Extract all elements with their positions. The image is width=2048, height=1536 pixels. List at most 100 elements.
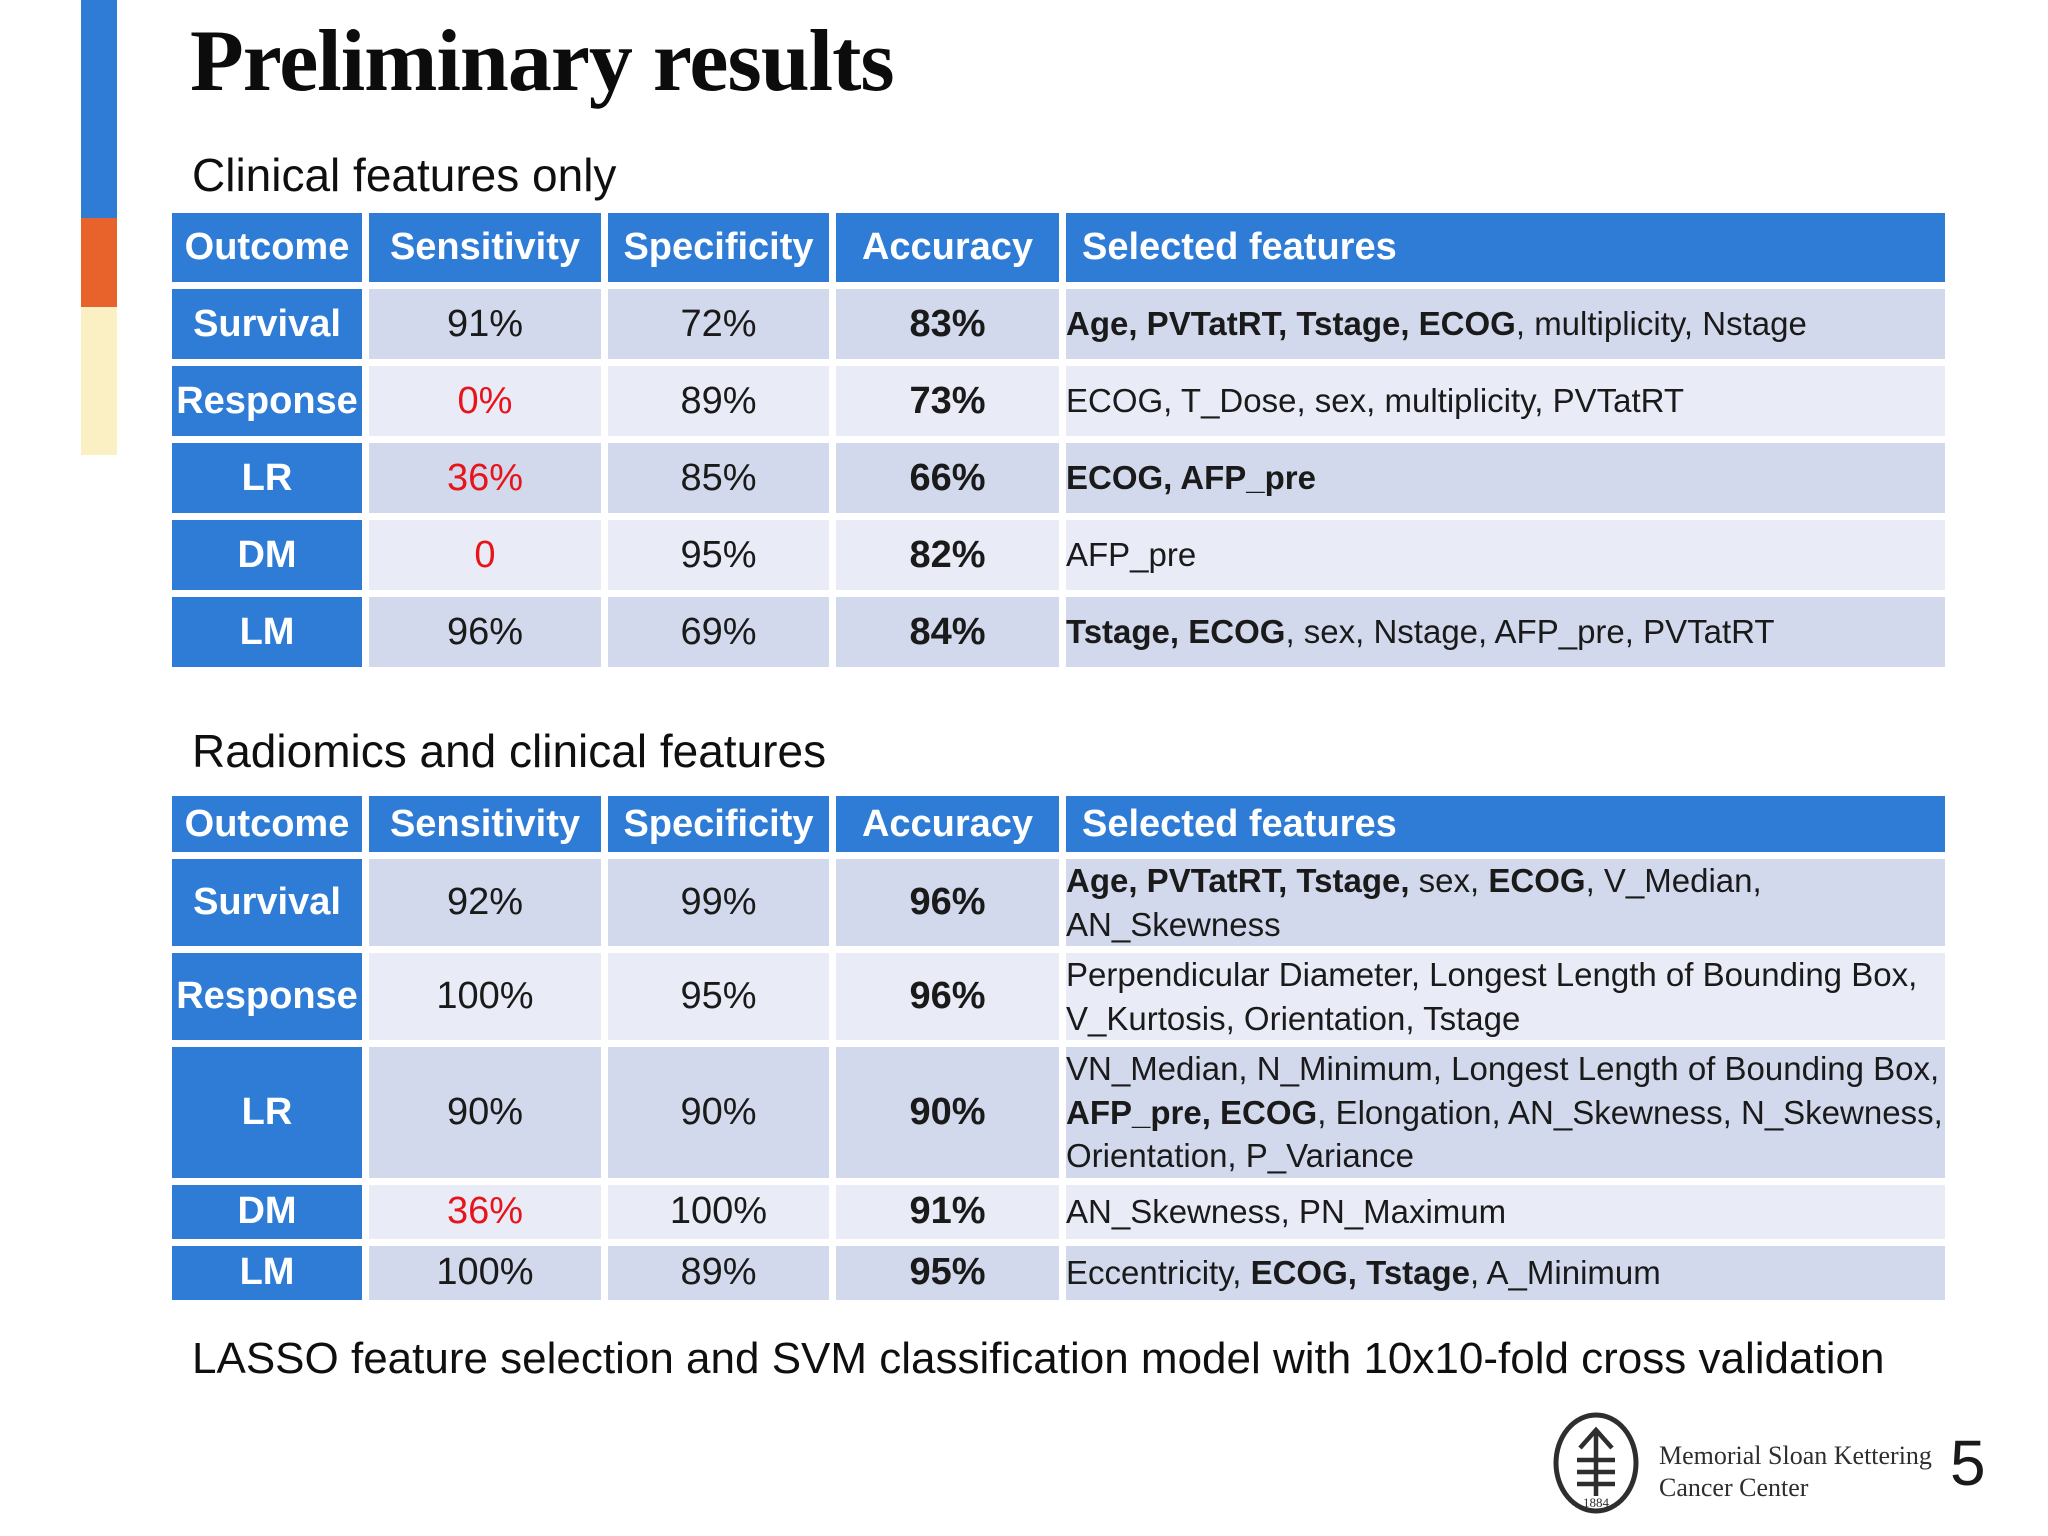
feature-segment: , multiplicity, Nstage — [1515, 305, 1807, 343]
column-header-sensitivity: Sensitivity — [369, 213, 601, 282]
clinical-features-table: Outcome Sensitivity Specificity Accuracy Sel… — [165, 206, 1952, 674]
feature-segment-bold: ECOG, AFP_pre — [1066, 459, 1316, 497]
table-row-survival: Survival 91% 72% 83% Age, PVTatRT, Tstage, E… — [172, 289, 1945, 359]
features-cell: AFP_pre — [1066, 520, 1945, 590]
feature-segment: Perpendicular Diameter, Longest Length o… — [1066, 956, 1918, 1037]
sensitivity-cell: 100% — [369, 1245, 601, 1300]
features-cell: Age, PVTatRT, Tstage, sex, ECOG, V_Media… — [1066, 859, 1945, 947]
feature-segment-bold: Age, PVTatRT, Tstage, — [1066, 862, 1410, 899]
footnote: LASSO feature selection and SVM classifi… — [192, 1334, 1885, 1383]
table-row-lm: LM 100% 89% 95% Eccentricity, ECOG, Tstage, … — [172, 1245, 1945, 1300]
column-header-selected-features: Selected features — [1066, 796, 1945, 852]
msk-logo: 1884 Memorial Sloan Kettering Cancer Cen… — [1551, 1410, 1932, 1516]
logo-org-name: Memorial Sloan Kettering Cancer Center — [1659, 1410, 1932, 1503]
sensitivity-cell: 91% — [369, 289, 601, 359]
features-cell: VN_Median, N_Minimum, Longest Length of … — [1066, 1047, 1945, 1178]
column-header-accuracy: Accuracy — [836, 213, 1059, 282]
accuracy-cell: 84% — [836, 597, 1059, 667]
specificity-cell: 85% — [608, 443, 829, 513]
features-cell: Tstage, ECOG, sex, Nstage, AFP_pre, PVTa… — [1066, 597, 1945, 667]
feature-segment: sex, — [1409, 862, 1489, 899]
accent-segment-orange — [81, 218, 117, 307]
accent-bar — [81, 0, 117, 455]
column-header-selected-features: Selected features — [1066, 213, 1945, 282]
specificity-cell: 72% — [608, 289, 829, 359]
sensitivity-cell: 36% — [369, 443, 601, 513]
outcome-cell: Survival — [172, 859, 362, 947]
feature-segment-bold: Tstage, ECOG — [1066, 613, 1286, 651]
accuracy-cell: 91% — [836, 1184, 1059, 1239]
specificity-cell: 95% — [608, 520, 829, 590]
table-row-response: Response 0% 89% 73% ECOG, T_Dose, sex, multi… — [172, 366, 1945, 436]
section-title-clinical: Clinical features only — [192, 149, 617, 201]
header-row: Outcome Sensitivity Specificity Accuracy Sel… — [172, 213, 1945, 282]
column-header-specificity: Specificity — [608, 796, 829, 852]
accuracy-cell: 95% — [836, 1245, 1059, 1300]
accuracy-cell: 83% — [836, 289, 1059, 359]
accuracy-cell: 96% — [836, 953, 1059, 1041]
table-row-dm: DM 0 95% 82% AFP_pre — [172, 520, 1945, 590]
feature-segment-bold: Age, PVTatRT, Tstage, ECOG — [1066, 305, 1516, 343]
feature-segment-bold: ECOG, Tstage — [1250, 1254, 1471, 1292]
feature-segment: Eccentricity, — [1066, 1254, 1251, 1292]
accuracy-cell: 82% — [836, 520, 1059, 590]
specificity-cell: 89% — [608, 366, 829, 436]
column-header-sensitivity: Sensitivity — [369, 796, 601, 852]
accuracy-cell: 66% — [836, 443, 1059, 513]
feature-segment: , A_Minimum — [1470, 1254, 1661, 1292]
accent-segment-blue — [81, 0, 117, 218]
feature-segment: AN_Skewness, PN_Maximum — [1066, 1193, 1507, 1231]
accuracy-cell: 96% — [836, 859, 1059, 947]
feature-segment-bold: ECOG — [1488, 862, 1586, 899]
outcome-cell: Response — [172, 366, 362, 436]
features-cell: AN_Skewness, PN_Maximum — [1066, 1184, 1945, 1239]
header-row: Outcome Sensitivity Specificity Accuracy Sel… — [172, 796, 1945, 852]
column-header-outcome: Outcome — [172, 213, 362, 282]
features-cell: ECOG, AFP_pre — [1066, 443, 1945, 513]
features-cell: Age, PVTatRT, Tstage, ECOG, multiplicity… — [1066, 289, 1945, 359]
specificity-cell: 100% — [608, 1184, 829, 1239]
feature-segment: , V_Median, AN_Skewness — [1066, 862, 1762, 943]
table-row-survival: Survival 92% 99% 96% Age, PVTatRT, Tstage, s… — [172, 859, 1945, 947]
column-header-outcome: Outcome — [172, 796, 362, 852]
outcome-cell: DM — [172, 1184, 362, 1239]
sensitivity-cell: 36% — [369, 1184, 601, 1239]
sensitivity-cell: 90% — [369, 1047, 601, 1178]
outcome-cell: LM — [172, 597, 362, 667]
feature-segment: AFP_pre — [1066, 536, 1197, 574]
specificity-cell: 95% — [608, 953, 829, 1041]
table-row-lr: LR 90% 90% 90% VN_Median, N_Minimum, Longest… — [172, 1047, 1945, 1178]
outcome-cell: LR — [172, 443, 362, 513]
table-row-lr: LR 36% 85% 66% ECOG, AFP_pre — [172, 443, 1945, 513]
features-cell: Eccentricity, ECOG, Tstage, A_Minimum — [1066, 1245, 1945, 1300]
specificity-cell: 90% — [608, 1047, 829, 1178]
table-row-response: Response 100% 95% 96% Perpendicular Diameter… — [172, 953, 1945, 1041]
features-cell: ECOG, T_Dose, sex, multiplicity, PVTatRT — [1066, 366, 1945, 436]
sensitivity-cell: 92% — [369, 859, 601, 947]
features-cell: Perpendicular Diameter, Longest Length o… — [1066, 953, 1945, 1041]
outcome-cell: DM — [172, 520, 362, 590]
radiomics-features-table: Outcome Sensitivity Specificity Accuracy Sel… — [165, 789, 1952, 1307]
feature-segment: , Elongation, AN_Skewness, N_Skewness, O… — [1066, 1093, 1943, 1175]
sensitivity-cell: 96% — [369, 597, 601, 667]
table-row-dm: DM 36% 100% 91% AN_Skewness, PN_Maximum — [172, 1184, 1945, 1239]
outcome-cell: LM — [172, 1245, 362, 1300]
table-row-lm: LM 96% 69% 84% Tstage, ECOG, sex, Nstage, AF… — [172, 597, 1945, 667]
outcome-cell: LR — [172, 1047, 362, 1178]
sensitivity-cell: 0% — [369, 366, 601, 436]
column-header-accuracy: Accuracy — [836, 796, 1059, 852]
logo-org-name-line2: Cancer Center — [1659, 1472, 1809, 1502]
logo-org-name-line1: Memorial Sloan Kettering — [1659, 1441, 1932, 1470]
accuracy-cell: 73% — [836, 366, 1059, 436]
outcome-cell: Survival — [172, 289, 362, 359]
feature-segment: ECOG, T_Dose, sex, multiplicity, PVTatRT — [1066, 382, 1685, 420]
feature-segment: , sex, Nstage, AFP_pre, PVTatRT — [1285, 613, 1775, 651]
page-number: 5 — [1950, 1427, 1986, 1499]
section-title-radiomics: Radiomics and clinical features — [192, 725, 827, 777]
specificity-cell: 99% — [608, 859, 829, 947]
specificity-cell: 89% — [608, 1245, 829, 1300]
feature-segment-bold: AFP_pre, ECOG — [1066, 1093, 1318, 1131]
specificity-cell: 69% — [608, 597, 829, 667]
page-title: Preliminary results — [190, 13, 895, 110]
